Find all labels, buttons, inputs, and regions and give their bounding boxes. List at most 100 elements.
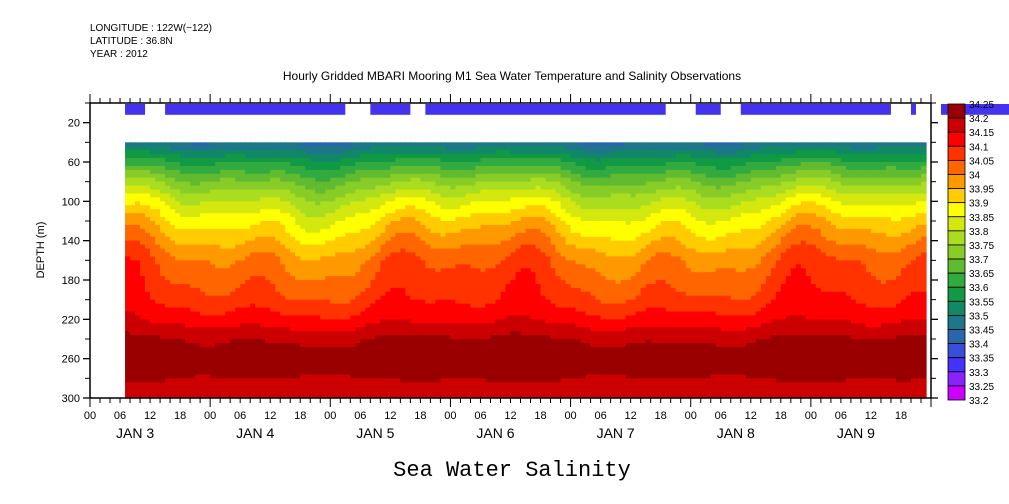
contour-cell <box>195 209 201 214</box>
contour-cell <box>220 240 226 246</box>
contour-cell <box>275 358 281 364</box>
contour-cell <box>445 378 452 383</box>
contour-cell <box>470 339 477 344</box>
contour-cell <box>345 213 351 218</box>
contour-cell <box>295 339 301 344</box>
contour-cell <box>260 189 266 195</box>
contour-cell <box>470 374 477 379</box>
contour-cell <box>385 287 391 293</box>
contour-cell <box>470 256 477 261</box>
contour-cell <box>385 366 391 372</box>
contour-cell <box>160 390 166 395</box>
contour-cell <box>395 244 401 250</box>
contour-cell <box>160 185 166 191</box>
contour-cell <box>335 390 341 395</box>
contour-cell <box>480 260 487 265</box>
contour-cell <box>250 299 256 305</box>
contour-cell <box>490 244 497 250</box>
contour-cell <box>155 390 161 395</box>
contour-cell <box>430 217 437 222</box>
contour-cell <box>345 331 351 336</box>
contour-cell <box>185 303 191 309</box>
contour-cell <box>400 342 406 348</box>
contour-cell <box>405 358 411 364</box>
contour-cell <box>210 240 216 246</box>
contour-cell <box>480 185 487 191</box>
contour-cell <box>145 276 151 281</box>
contour-cell <box>250 335 256 340</box>
contour-cell <box>180 287 186 293</box>
contour-cell <box>305 323 311 328</box>
contour-cell <box>260 232 266 238</box>
contour-cell <box>395 386 401 391</box>
contour-cell <box>150 358 156 364</box>
contour-cell <box>440 256 447 261</box>
contour-cell <box>330 382 336 387</box>
contour-cell <box>220 256 226 261</box>
contour-cell <box>370 382 376 387</box>
contour-cell <box>255 378 261 383</box>
contour-cell <box>435 370 442 375</box>
contour-cell <box>490 181 497 187</box>
contour-cell <box>270 185 276 191</box>
contour-cell <box>230 315 236 320</box>
contour-cell <box>185 146 191 151</box>
contour-cell <box>175 307 181 313</box>
contour-cell <box>360 228 366 234</box>
contour-cell <box>155 142 161 147</box>
contour-cell <box>170 193 176 198</box>
contour-cell <box>365 390 371 395</box>
contour-cell <box>215 264 221 269</box>
contour-cell <box>370 248 376 254</box>
contour-cell <box>280 224 286 230</box>
contour-cell <box>210 209 216 214</box>
contour-cell <box>465 256 472 261</box>
contour-cell <box>390 268 396 273</box>
contour-cell <box>220 169 226 175</box>
contour-cell <box>210 146 216 151</box>
contour-cell <box>335 162 341 167</box>
contour-cell <box>340 213 346 218</box>
contour-cell <box>505 299 512 305</box>
contour-cell <box>145 350 151 356</box>
contour-cell <box>300 331 306 336</box>
contour-cell <box>375 346 381 352</box>
contour-cell <box>280 280 286 285</box>
contour-cell <box>180 358 186 364</box>
contour-cell <box>200 221 206 226</box>
contour-cell <box>470 299 477 305</box>
contour-cell <box>325 346 331 352</box>
contour-cell <box>485 299 492 305</box>
contour-cell <box>405 197 411 202</box>
contour-cell <box>205 327 211 332</box>
contour-cell <box>500 193 507 198</box>
contour-cell <box>245 165 251 171</box>
contour-cell <box>170 217 176 222</box>
contour-cell <box>435 362 442 368</box>
contour-cell <box>310 299 316 305</box>
contour-cell <box>365 224 371 230</box>
contour-cell <box>200 197 206 202</box>
contour-cell <box>470 268 477 273</box>
contour-cell <box>330 358 336 364</box>
contour-cell <box>175 358 181 364</box>
contour-cell <box>160 307 166 313</box>
contour-cell <box>300 165 306 171</box>
contour-cell <box>375 154 381 159</box>
contour-cell <box>350 374 356 379</box>
contour-cell <box>285 303 291 309</box>
contour-cell <box>320 272 326 277</box>
contour-cell <box>310 162 316 167</box>
contour-cell <box>490 158 497 163</box>
contour-cell <box>215 394 221 399</box>
contour-cell <box>435 181 442 187</box>
contour-cell <box>360 327 366 332</box>
contour-cell <box>255 354 261 360</box>
contour-cell <box>355 382 361 387</box>
contour-cell <box>390 283 396 289</box>
contour-cell <box>325 252 331 257</box>
contour-cell <box>220 142 226 147</box>
contour-cell <box>460 189 467 195</box>
contour-cell <box>355 264 361 269</box>
contour-cell <box>450 350 457 356</box>
